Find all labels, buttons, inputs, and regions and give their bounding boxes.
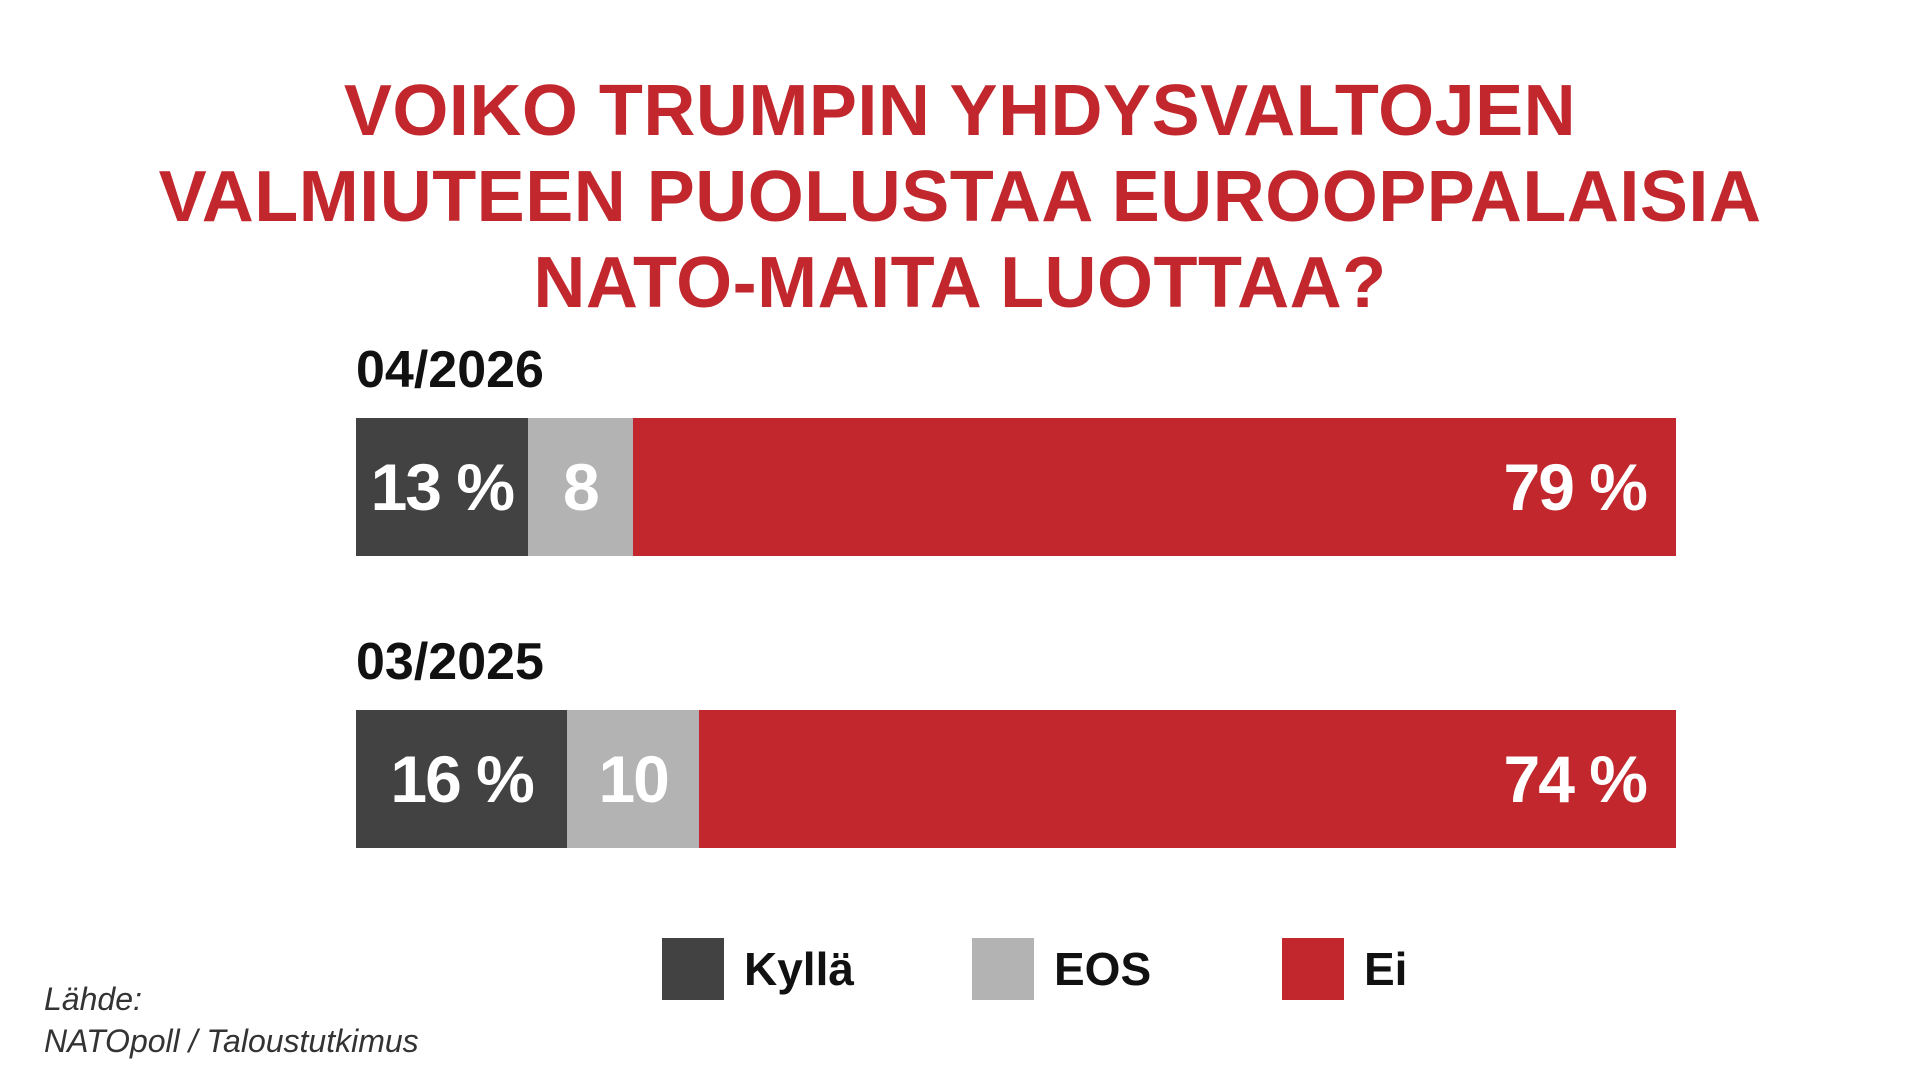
legend-label-ei: Ei xyxy=(1364,943,1408,995)
row-label-2025: 03/2025 xyxy=(356,633,544,691)
legend-label-kylla: Kyllä xyxy=(744,943,854,995)
chart-title-line-1: VOIKO TRUMPIN YHDYSVALTOJEN xyxy=(343,71,1577,151)
legend-item-ei: Ei xyxy=(1282,938,1407,1000)
bar-segment-ei-03-2025: 74 % xyxy=(699,710,1676,848)
source-note: Lähde: NATOpoll / Taloustutkimus xyxy=(44,978,419,1062)
legend-item-kylla: Kyllä xyxy=(662,938,854,1000)
data-label-ei-04-2026: 79 % xyxy=(1503,450,1648,524)
bar-segment-eos-04-2026: 8 xyxy=(527,418,634,556)
data-label-eos-03-2025: 10 xyxy=(598,742,669,816)
stacked-bar-2025: 16 % 10 74 % xyxy=(356,710,1676,848)
source-text: NATOpoll / Taloustutkimus xyxy=(44,1023,419,1059)
data-label-kylla-03-2025: 16 % xyxy=(390,742,534,816)
legend-swatch-ei xyxy=(1282,938,1344,1000)
bar-segment-kylla-03-2025: 16 % xyxy=(356,710,568,848)
stacked-bar-2026: 13 % 8 79 % xyxy=(356,418,1676,556)
chart-title-line-3: NATO-MAITA LUOTTAA? xyxy=(533,243,1387,323)
legend-item-eos: EOS xyxy=(972,938,1151,1000)
legend-swatch-eos xyxy=(972,938,1034,1000)
row-label-2026: 04/2026 xyxy=(356,341,544,399)
bar-segment-kylla-04-2026: 13 % xyxy=(356,418,528,556)
legend-label-eos: EOS xyxy=(1054,943,1152,995)
data-label-kylla-04-2026: 13 % xyxy=(370,450,515,524)
data-label-eos-04-2026: 8 xyxy=(563,450,600,524)
bar-segment-ei-04-2026: 79 % xyxy=(633,418,1676,556)
bar-segment-eos-03-2025: 10 xyxy=(567,710,700,848)
data-label-ei-03-2025: 74 % xyxy=(1503,742,1648,816)
chart-title-line-2: VALMIUTEEN PUOLUSTAA EUROOPPALAISIA xyxy=(158,157,1762,237)
chart-title: VOIKO TRUMPIN YHDYSVALTOJEN VALMIUTEEN P… xyxy=(0,68,1920,326)
legend-swatch-kylla xyxy=(662,938,724,1000)
source-label: Lähde: xyxy=(44,981,142,1017)
